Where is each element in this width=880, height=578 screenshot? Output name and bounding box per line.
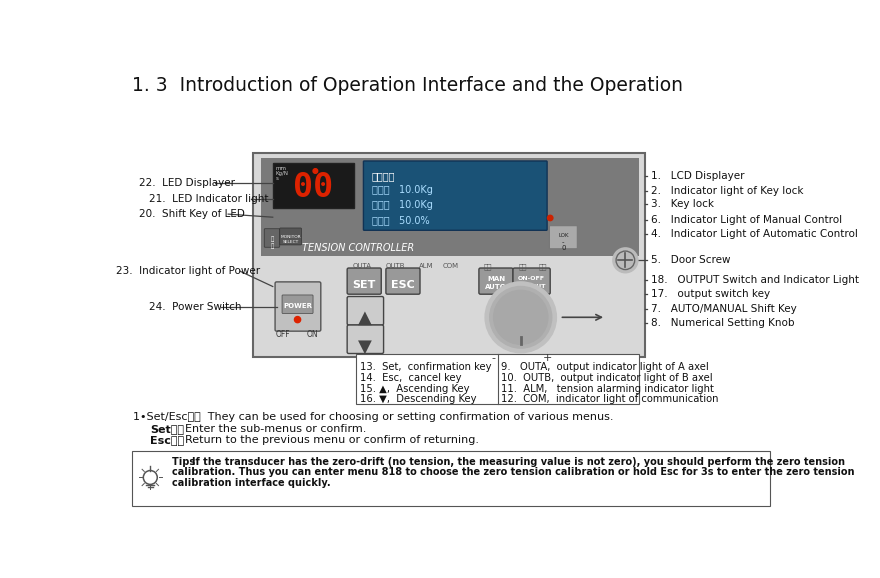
- Circle shape: [540, 269, 545, 274]
- Circle shape: [295, 317, 301, 323]
- Text: 15. ▲,  Ascending Key: 15. ▲, Ascending Key: [360, 384, 470, 394]
- FancyBboxPatch shape: [282, 295, 313, 313]
- Bar: [261, 158, 639, 257]
- Text: -: -: [562, 239, 565, 244]
- Text: 17.   output switch key: 17. output switch key: [651, 289, 770, 299]
- Text: SET: SET: [353, 280, 376, 290]
- Text: calibration. Thus you can enter menu 818 to choose the zero tension calibration : calibration. Thus you can enter menu 818…: [172, 468, 854, 477]
- Text: calibration interface quickly.: calibration interface quickly.: [172, 478, 331, 488]
- Text: 手动: 手动: [483, 264, 492, 270]
- Text: OUTPUT: OUTPUT: [517, 284, 546, 289]
- Text: If the transducer has the zero-drift (no tension, the measuring value is not zer: If the transducer has the zero-drift (no…: [192, 457, 845, 466]
- Text: 21.  LED Indicator light: 21. LED Indicator light: [149, 194, 268, 203]
- Circle shape: [485, 282, 556, 353]
- Text: 14.  Esc,  cancel key: 14. Esc, cancel key: [360, 373, 462, 383]
- Bar: [132, 450, 770, 506]
- Text: mm: mm: [275, 166, 287, 172]
- Text: 自动: 自动: [519, 264, 527, 270]
- FancyBboxPatch shape: [347, 325, 384, 354]
- Text: 7.   AUTO/MANUAL Shift Key: 7. AUTO/MANUAL Shift Key: [651, 304, 796, 314]
- FancyBboxPatch shape: [386, 268, 420, 294]
- Bar: [356, 354, 640, 404]
- Text: 16. ▼,  Descending Key: 16. ▼, Descending Key: [360, 394, 477, 404]
- FancyBboxPatch shape: [275, 282, 321, 331]
- Text: AUTO: AUTO: [485, 284, 507, 290]
- Bar: [253, 153, 645, 357]
- FancyBboxPatch shape: [363, 161, 547, 230]
- Text: MAN: MAN: [487, 276, 505, 283]
- Text: 22.  LED Displayer: 22. LED Displayer: [139, 179, 235, 188]
- FancyBboxPatch shape: [264, 229, 280, 247]
- Text: POWER: POWER: [283, 303, 312, 309]
- FancyBboxPatch shape: [549, 225, 577, 249]
- Text: ON-OFF: ON-OFF: [518, 276, 545, 281]
- Text: 4.   Indicator Light of Automatic Control: 4. Indicator Light of Automatic Control: [651, 229, 858, 239]
- Text: 13.  Set,  confirmation key: 13. Set, confirmation key: [360, 362, 492, 372]
- Text: 0: 0: [561, 245, 566, 251]
- Text: 23.  Indicator light of Power: 23. Indicator light of Power: [116, 266, 260, 276]
- Text: 10.  OUTB,  output indicator light of B axel: 10. OUTB, output indicator light of B ax…: [502, 373, 713, 383]
- Text: Tips: Tips: [172, 457, 202, 466]
- Text: 实际値   10.0Kg: 实际値 10.0Kg: [372, 200, 433, 210]
- Text: TENSION CONTROLLER: TENSION CONTROLLER: [302, 243, 414, 253]
- FancyBboxPatch shape: [347, 297, 384, 325]
- Text: 选
择: 选 择: [270, 236, 274, 249]
- Text: LOK: LOK: [558, 234, 568, 238]
- Text: 8.   Numerical Setting Knob: 8. Numerical Setting Knob: [651, 318, 795, 328]
- Text: 1. 3  Introduction of Operation Interface and the Operation: 1. 3 Introduction of Operation Interface…: [132, 76, 683, 95]
- Circle shape: [392, 269, 398, 274]
- Text: 输出: 输出: [539, 264, 546, 270]
- Text: 2.   Indicator light of Key lock: 2. Indicator light of Key lock: [651, 186, 803, 196]
- Circle shape: [490, 287, 552, 348]
- Text: Kg/N: Kg/N: [275, 171, 289, 176]
- Text: 设定値   10.0Kg: 设定値 10.0Kg: [372, 185, 433, 195]
- Text: 11.  ALM,   tension alarming indicator light: 11. ALM, tension alarming indicator ligh…: [502, 384, 715, 394]
- FancyBboxPatch shape: [479, 268, 513, 294]
- Text: ▼: ▼: [358, 338, 372, 355]
- Text: 9.   OUTA,  output indicator light of A axel: 9. OUTA, output indicator light of A axe…: [502, 362, 709, 372]
- Circle shape: [313, 169, 318, 173]
- FancyBboxPatch shape: [347, 268, 381, 294]
- Text: 5.   Door Screw: 5. Door Screw: [651, 255, 730, 265]
- Text: 输出値   50.0%: 输出値 50.0%: [372, 216, 429, 225]
- Circle shape: [521, 269, 525, 274]
- Circle shape: [613, 248, 638, 273]
- Bar: [273, 164, 354, 208]
- FancyBboxPatch shape: [513, 268, 550, 294]
- Text: 20.  Shift Key of LED: 20. Shift Key of LED: [139, 209, 245, 219]
- Text: 1•Set/Esc鍵：  They can be used for choosing or setting confirmation of various me: 1•Set/Esc鍵： They can be used for choosin…: [133, 412, 613, 422]
- Text: 3.   Key lock: 3. Key lock: [651, 199, 714, 209]
- Text: Esc鍵：: Esc鍵：: [150, 435, 185, 445]
- Text: s: s: [275, 176, 279, 180]
- Text: OUTB: OUTB: [385, 264, 405, 269]
- Text: OUTA: OUTA: [352, 264, 371, 269]
- Circle shape: [568, 232, 574, 238]
- Text: 自动运行: 自动运行: [372, 171, 395, 181]
- Text: MONITOR
SELECT: MONITOR SELECT: [280, 235, 301, 243]
- Circle shape: [494, 290, 548, 344]
- Text: COM: COM: [443, 264, 459, 269]
- Text: OFF: OFF: [275, 329, 290, 339]
- Text: 00: 00: [293, 171, 334, 203]
- Circle shape: [360, 269, 364, 274]
- Text: 24.  Power Switch: 24. Power Switch: [149, 302, 241, 312]
- FancyBboxPatch shape: [280, 228, 302, 245]
- Text: Set鍵：: Set鍵：: [150, 424, 184, 434]
- Text: 6.   Indicator Light of Manual Control: 6. Indicator Light of Manual Control: [651, 214, 842, 224]
- Text: -: -: [492, 353, 495, 363]
- Text: 1.   LCD Displayer: 1. LCD Displayer: [651, 171, 744, 180]
- Text: ▲: ▲: [358, 309, 372, 327]
- Text: 18.   OUTPUT Switch and Indicator Light: 18. OUTPUT Switch and Indicator Light: [651, 275, 859, 284]
- Text: +: +: [543, 353, 553, 363]
- Text: Enter the sub-menus or confirm.: Enter the sub-menus or confirm.: [179, 424, 367, 434]
- Text: ESC: ESC: [391, 280, 414, 290]
- Circle shape: [547, 215, 553, 221]
- Text: ALM: ALM: [419, 264, 434, 269]
- Text: Return to the previous menu or confirm of returning.: Return to the previous menu or confirm o…: [179, 435, 480, 445]
- Text: 12.  COM,  indicator light of communication: 12. COM, indicator light of communicatio…: [502, 394, 719, 404]
- Text: ON: ON: [306, 329, 318, 339]
